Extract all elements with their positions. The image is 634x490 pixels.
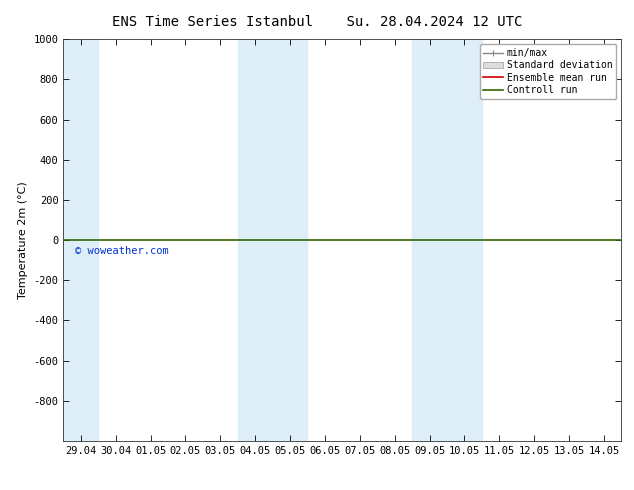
Bar: [412, 39, 482, 441]
Y-axis label: Temperature 2m (°C): Temperature 2m (°C): [18, 181, 28, 299]
Bar: [238, 39, 307, 441]
Text: © woweather.com: © woweather.com: [75, 246, 168, 256]
Legend: min/max, Standard deviation, Ensemble mean run, Controll run: min/max, Standard deviation, Ensemble me…: [479, 44, 616, 99]
Bar: [63, 39, 98, 441]
Text: ENS Time Series Istanbul    Su. 28.04.2024 12 UTC: ENS Time Series Istanbul Su. 28.04.2024 …: [112, 15, 522, 29]
